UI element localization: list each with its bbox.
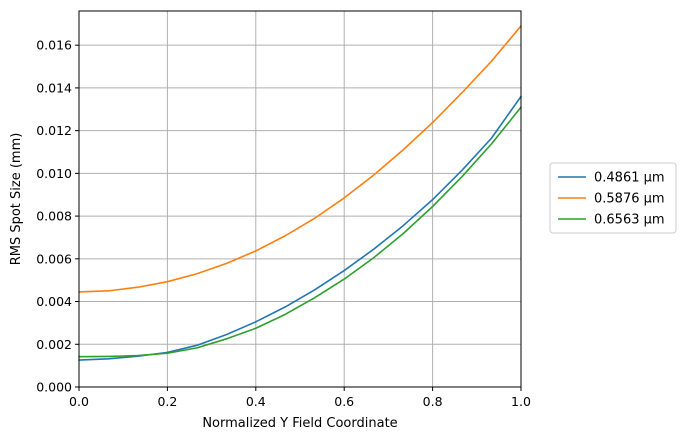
legend-label: 0.6563 µm — [594, 213, 665, 228]
legend-label: 0.4861 µm — [594, 171, 665, 186]
grid — [78, 11, 522, 388]
series-lines — [78, 25, 522, 361]
y-axis-label: RMS Spot Size (mm) — [9, 133, 24, 266]
y-tick-label: 0.004 — [36, 294, 72, 309]
x-tick-label: 0.6 — [334, 394, 354, 409]
x-tick-label: 1.0 — [511, 394, 531, 409]
x-axis-label: Normalized Y Field Coordinate — [202, 416, 397, 431]
x-tick-label: 0.2 — [157, 394, 177, 409]
y-tick-label: 0.008 — [36, 209, 72, 224]
x-tick-label: 0.4 — [246, 394, 266, 409]
y-tick-label: 0.016 — [36, 38, 72, 53]
y-tick-label: 0.014 — [36, 80, 72, 95]
plot-frame — [78, 10, 522, 388]
y-axis-ticks: 0.000 0.002 0.004 0.006 0.008 0.010 0.012 0.014… — [36, 38, 79, 395]
y-tick-label: 0.000 — [36, 380, 72, 395]
y-tick-label: 0.006 — [36, 251, 72, 266]
y-tick-label: 0.002 — [36, 337, 72, 352]
x-tick-label: 0.8 — [423, 394, 443, 409]
y-tick-label: 0.012 — [36, 123, 72, 138]
x-axis-ticks: 0.0 0.2 0.4 0.6 0.8 1.0 — [69, 387, 531, 409]
legend-label: 0.5876 µm — [594, 192, 665, 207]
series-line-1 — [78, 95, 522, 361]
legend-box — [549, 162, 677, 234]
x-tick-label: 0.0 — [69, 394, 89, 409]
series-line-3 — [78, 106, 522, 358]
series-line-2 — [78, 25, 522, 293]
legend: 0.4861 µm 0.5876 µm 0.6563 µm — [549, 162, 677, 234]
y-tick-label: 0.010 — [36, 166, 72, 181]
